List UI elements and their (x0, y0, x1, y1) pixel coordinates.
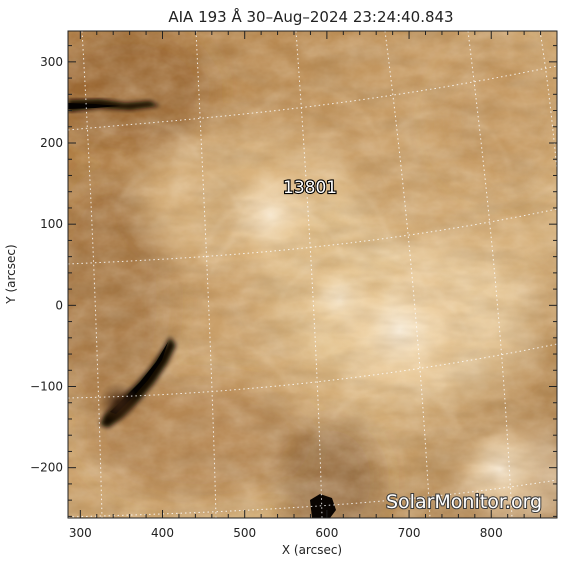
y-tick-label: −100 (30, 380, 63, 394)
x-tick-label: 700 (398, 526, 421, 540)
axis-ticks: 300 400 500 600 700 800 300 200 100 0 −100 −200 (30, 31, 558, 540)
x-tick-label: 400 (151, 526, 174, 540)
active-region-label: 13801 (283, 178, 337, 198)
y-tick-label: 200 (40, 136, 63, 150)
y-tick-label: 300 (40, 55, 63, 69)
x-tick-label: 500 (233, 526, 256, 540)
dark-filaments (68, 99, 336, 518)
plot-title: AIA 193 Å 30–Aug–2024 23:24:40.843 (168, 7, 453, 26)
y-tick-label: 0 (55, 298, 63, 312)
solar-disk-image: 13801 SolarMonitor.org (68, 31, 557, 518)
coronal-loops (89, 87, 511, 431)
plot-frame (67, 30, 558, 519)
x-tick-label: 800 (480, 526, 503, 540)
watermark-text: SolarMonitor.org (386, 491, 542, 513)
x-tick-label: 600 (315, 526, 338, 540)
x-axis-label: X (arcsec) (282, 543, 342, 557)
heliographic-grid (68, 31, 557, 518)
y-tick-label: 100 (40, 217, 63, 231)
y-axis-label: Y (arcsec) (4, 244, 18, 304)
x-tick-label: 300 (69, 526, 92, 540)
y-tick-label: −200 (30, 461, 63, 475)
